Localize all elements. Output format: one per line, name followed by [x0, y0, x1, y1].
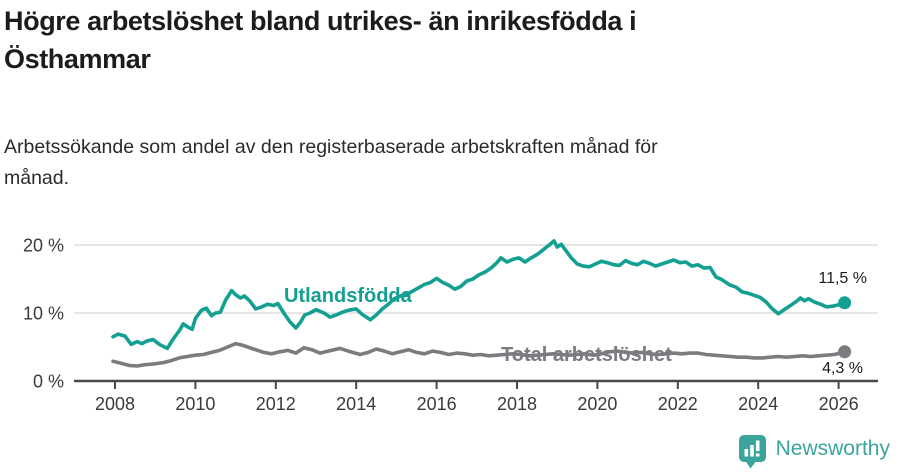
x-tick-label-2018: 2018 — [497, 394, 537, 414]
end-dot-utlandsfodda — [838, 296, 852, 310]
end-dot-total — [838, 345, 852, 359]
end-value-total-arbetsloshet: 4,3 % — [822, 360, 863, 377]
line-total — [111, 341, 847, 368]
x-tick-label-2024: 2024 — [738, 394, 778, 414]
newsworthy-logo-link[interactable]: Newsworthy — [738, 434, 890, 470]
x-tick-label-2014: 2014 — [336, 394, 376, 414]
x-tick-label-2010: 2010 — [175, 394, 215, 414]
x-tick-label-2022: 2022 — [658, 394, 698, 414]
x-tick-label-2016: 2016 — [417, 394, 457, 414]
y-tick-label-10: 10 % — [23, 304, 64, 324]
x-tick-label-2008: 2008 — [95, 394, 135, 414]
series-label-total-arbetsloshet: Total arbetslöshet — [501, 344, 672, 366]
x-tick-label-2012: 2012 — [256, 394, 296, 414]
page-title-line2: Östhammar — [4, 44, 151, 74]
chart-subtitle-line1: Arbetssökande som andel av den registerb… — [4, 136, 658, 158]
line-utlandsfodda — [111, 239, 847, 351]
x-tick-label-2026: 2026 — [819, 394, 859, 414]
x-tick-label-2020: 2020 — [577, 394, 617, 414]
y-tick-label-20: 20 % — [23, 236, 64, 256]
chart-subtitle: Arbetssökande som andel av den registerb… — [4, 132, 864, 194]
page-title: Högre arbetslöshet bland utrikes- än inr… — [4, 2, 854, 78]
series-label-utlandsfodda: Utlandsfödda — [284, 285, 412, 307]
end-value-utlandsfodda: 11,5 % — [818, 270, 867, 287]
page-title-line1: Högre arbetslöshet bland utrikes- än inr… — [4, 6, 637, 36]
y-tick-label-0: 0 % — [33, 372, 64, 392]
brand-name: Newsworthy — [775, 437, 890, 460]
chart-subtitle-line2: månad. — [4, 167, 70, 189]
newsworthy-icon — [738, 435, 766, 469]
